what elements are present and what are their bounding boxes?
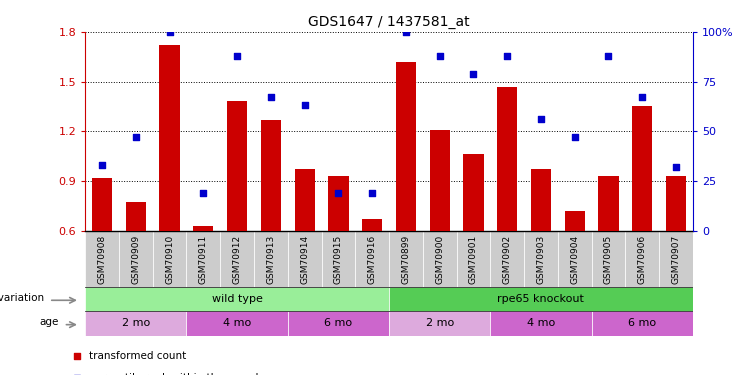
Bar [463, 154, 484, 231]
Bar [220, 231, 254, 287]
Bar [558, 231, 591, 287]
Bar [126, 202, 146, 231]
Point [299, 102, 310, 108]
Text: GSM70904: GSM70904 [570, 235, 579, 284]
Text: GSM70910: GSM70910 [165, 235, 174, 284]
Point [433, 53, 445, 59]
Text: percentile rank within the sample: percentile rank within the sample [89, 373, 265, 375]
Point [96, 162, 108, 168]
Bar [396, 62, 416, 231]
Bar [659, 231, 693, 287]
Bar [598, 176, 619, 231]
Bar [294, 170, 315, 231]
Text: GSM70911: GSM70911 [199, 235, 208, 284]
Bar [491, 311, 591, 336]
Bar [187, 311, 288, 336]
Bar [389, 231, 423, 287]
Bar [565, 211, 585, 231]
Bar [119, 231, 153, 287]
Text: GSM70913: GSM70913 [266, 235, 276, 284]
Bar [85, 287, 389, 311]
Bar [159, 45, 180, 231]
Text: GSM70906: GSM70906 [638, 235, 647, 284]
Bar [193, 226, 213, 231]
Point [324, 273, 336, 279]
Bar [322, 231, 355, 287]
Text: transformed count: transformed count [89, 351, 186, 361]
Text: 4 mo: 4 mo [527, 318, 555, 328]
Point [197, 190, 209, 196]
Text: genotype/variation: genotype/variation [0, 293, 45, 303]
Bar [85, 231, 119, 287]
Bar [524, 231, 558, 287]
Text: 6 mo: 6 mo [628, 318, 657, 328]
Text: GSM70899: GSM70899 [402, 235, 411, 284]
Bar [423, 231, 456, 287]
Point [265, 94, 277, 100]
Text: GSM70912: GSM70912 [233, 235, 242, 284]
Point [366, 190, 378, 196]
Bar [92, 178, 112, 231]
Bar [666, 176, 686, 231]
Bar [389, 287, 693, 311]
Bar [497, 87, 517, 231]
Bar [625, 231, 659, 287]
Bar [328, 176, 348, 231]
Bar [456, 231, 491, 287]
Title: GDS1647 / 1437581_at: GDS1647 / 1437581_at [308, 15, 470, 30]
Point [324, 68, 336, 74]
Text: 2 mo: 2 mo [425, 318, 453, 328]
Text: GSM70907: GSM70907 [671, 235, 680, 284]
Text: GSM70916: GSM70916 [368, 235, 376, 284]
Text: age: age [39, 317, 59, 327]
Bar [491, 231, 524, 287]
Bar [85, 311, 187, 336]
Bar [355, 231, 389, 287]
Text: 2 mo: 2 mo [122, 318, 150, 328]
Bar [261, 120, 281, 231]
Text: GSM70915: GSM70915 [334, 235, 343, 284]
Point [333, 190, 345, 196]
Bar [153, 231, 187, 287]
Bar [227, 102, 247, 231]
Text: GSM70914: GSM70914 [300, 235, 309, 284]
Text: GSM70908: GSM70908 [98, 235, 107, 284]
Bar [362, 219, 382, 231]
Point [637, 94, 648, 100]
Bar [288, 231, 322, 287]
Point [130, 134, 142, 140]
Point [501, 53, 513, 59]
Point [231, 53, 243, 59]
Point [400, 29, 412, 35]
Point [602, 53, 614, 59]
Text: 6 mo: 6 mo [325, 318, 353, 328]
Point [468, 70, 479, 76]
Text: GSM70905: GSM70905 [604, 235, 613, 284]
Bar [430, 130, 450, 231]
Text: GSM70900: GSM70900 [435, 235, 444, 284]
Bar [254, 231, 288, 287]
Text: GSM70909: GSM70909 [131, 235, 140, 284]
Point [569, 134, 581, 140]
Bar [632, 106, 652, 231]
Bar [389, 311, 491, 336]
Text: rpe65 knockout: rpe65 knockout [497, 294, 585, 304]
Text: 4 mo: 4 mo [223, 318, 251, 328]
Bar [187, 231, 220, 287]
Bar [531, 170, 551, 231]
Point [535, 116, 547, 122]
Point [670, 164, 682, 170]
Text: GSM70903: GSM70903 [536, 235, 545, 284]
Text: GSM70902: GSM70902 [502, 235, 512, 284]
Bar [288, 311, 389, 336]
Point [164, 29, 176, 35]
Bar [591, 311, 693, 336]
Bar [591, 231, 625, 287]
Text: GSM70901: GSM70901 [469, 235, 478, 284]
Text: wild type: wild type [212, 294, 262, 304]
